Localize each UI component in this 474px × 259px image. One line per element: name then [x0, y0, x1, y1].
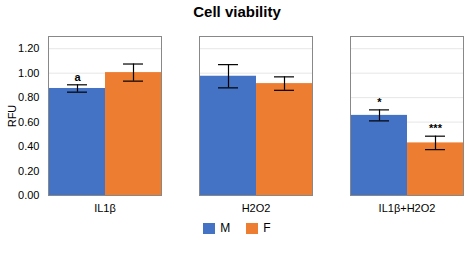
svg-text:0.40: 0.40 — [18, 140, 39, 152]
svg-text:IL1β+H2O2: IL1β+H2O2 — [379, 202, 436, 214]
svg-text:1.00: 1.00 — [18, 67, 39, 79]
svg-text:0.00: 0.00 — [18, 189, 39, 201]
html-text:M: M — [220, 221, 231, 235]
svg-text:0.80: 0.80 — [18, 91, 39, 103]
svg-text:0.60: 0.60 — [18, 116, 39, 128]
html-text:F: F — [263, 221, 271, 235]
svg-text:IL1β: IL1β — [94, 202, 116, 214]
html-text:Cell viability: Cell viability — [193, 3, 281, 20]
svg-text:0.20: 0.20 — [18, 165, 39, 177]
svg-text:*: * — [377, 96, 382, 108]
svg-text:RFU: RFU — [6, 105, 18, 128]
svg-text:1.20: 1.20 — [18, 42, 39, 54]
svg-text:***: *** — [429, 122, 443, 134]
svg-text:H2O2: H2O2 — [242, 202, 271, 214]
svg-text:a: a — [74, 71, 81, 83]
